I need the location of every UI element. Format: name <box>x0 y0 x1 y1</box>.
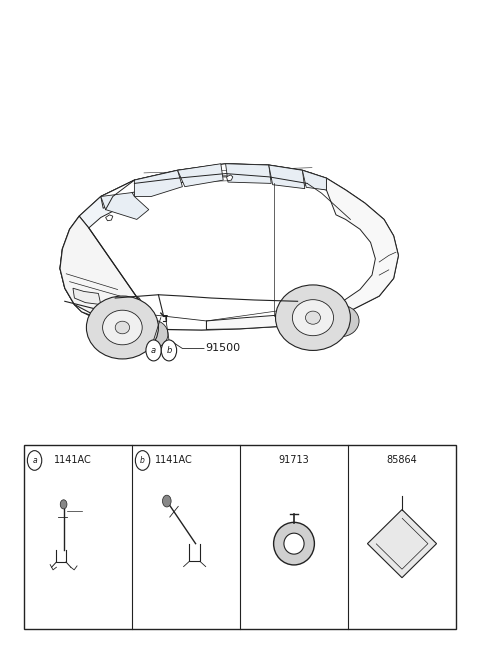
Text: b: b <box>140 456 145 465</box>
Polygon shape <box>60 249 149 328</box>
Ellipse shape <box>115 321 130 334</box>
Polygon shape <box>302 170 326 190</box>
Ellipse shape <box>103 310 142 345</box>
Circle shape <box>135 451 150 470</box>
Polygon shape <box>79 180 134 228</box>
Polygon shape <box>60 216 149 328</box>
Bar <box>24 445 456 629</box>
Ellipse shape <box>276 285 350 350</box>
Text: 1141AC: 1141AC <box>155 455 192 466</box>
Text: 1141AC: 1141AC <box>54 455 92 466</box>
Text: 85864: 85864 <box>386 455 418 466</box>
Polygon shape <box>206 178 398 329</box>
Polygon shape <box>134 170 182 196</box>
Polygon shape <box>106 215 113 221</box>
Polygon shape <box>60 164 398 330</box>
Text: a: a <box>32 456 37 465</box>
Polygon shape <box>269 165 305 189</box>
Polygon shape <box>101 164 326 208</box>
Polygon shape <box>101 193 149 219</box>
Text: b: b <box>166 346 172 355</box>
Polygon shape <box>178 164 223 187</box>
Circle shape <box>60 500 67 509</box>
Polygon shape <box>226 164 271 183</box>
Ellipse shape <box>274 523 314 565</box>
Text: 91500: 91500 <box>205 343 240 354</box>
Text: 91713: 91713 <box>278 455 310 466</box>
Circle shape <box>162 495 171 507</box>
Circle shape <box>27 451 42 470</box>
Ellipse shape <box>305 311 321 324</box>
Ellipse shape <box>134 320 168 348</box>
Circle shape <box>146 340 161 361</box>
Ellipse shape <box>284 533 304 554</box>
Ellipse shape <box>86 296 158 359</box>
Ellipse shape <box>292 300 334 335</box>
Circle shape <box>161 340 177 361</box>
Ellipse shape <box>323 305 359 337</box>
Polygon shape <box>73 288 101 305</box>
Polygon shape <box>227 175 233 181</box>
Polygon shape <box>368 510 437 578</box>
Text: a: a <box>151 346 156 355</box>
